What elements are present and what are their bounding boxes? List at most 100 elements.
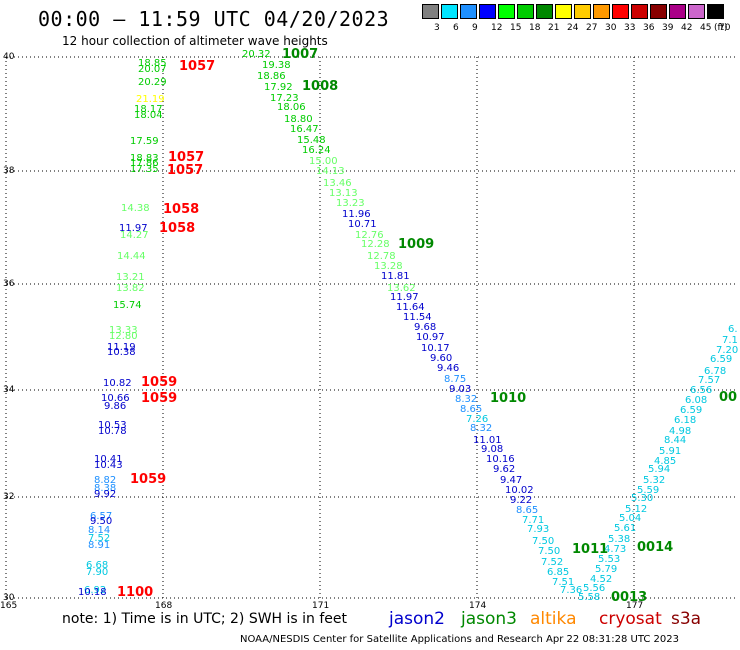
wave-height-reading: 5.59 <box>637 485 660 496</box>
wave-height-reading: 10.41 <box>94 454 123 465</box>
wave-height-reading: 12.28 <box>361 239 390 250</box>
wave-height-reading: 18.85 <box>138 58 167 69</box>
wave-height-reading: 5.58 <box>578 592 601 603</box>
wave-height-reading: 9.62 <box>493 464 516 475</box>
colorbar-swatch <box>460 4 477 19</box>
wave-height-reading: 11.96 <box>342 209 371 220</box>
longitude-tick-label: 171 <box>312 601 330 611</box>
footer-credit: NOAA/NESDIS Center for Satellite Applica… <box>240 634 679 645</box>
colorbar-swatch <box>612 4 629 19</box>
wave-height-reading: 8.32 <box>470 423 493 434</box>
wave-height-reading: 9.50 <box>90 516 113 527</box>
wave-height-reading: 5.79 <box>595 564 618 575</box>
wave-height-reading: 18.04 <box>134 110 163 121</box>
pass-number-label: 1057 <box>179 59 216 74</box>
latitude-tick-label: 30 <box>3 593 15 603</box>
latitude-tick-label: 38 <box>3 166 15 176</box>
wave-height-reading: 6.08 <box>685 395 708 406</box>
wave-height-reading: 4.98 <box>669 426 692 437</box>
wave-height-reading: 10.02 <box>505 485 534 496</box>
pass-number-label: 1058 <box>159 221 196 236</box>
colorbar-label: 3 <box>434 23 440 33</box>
wave-height-reading: 17.59 <box>130 136 159 147</box>
colorbar-label: 24 <box>567 23 579 33</box>
wave-height-reading: 8.38 <box>94 483 117 494</box>
wave-height-reading: 6.18 <box>674 415 697 426</box>
wave-height-reading: 18.80 <box>284 114 313 125</box>
pass-number-label: 00 <box>719 390 738 405</box>
wave-height-reading: 10.97 <box>416 332 445 343</box>
wave-height-reading: 6.85 <box>547 567 570 578</box>
pass-number-label: 1011 <box>572 542 609 557</box>
wave-height-reading: 15.00 <box>309 156 338 167</box>
wave-height-reading: 7.51 <box>552 577 575 588</box>
wave-height-reading: 5.30 <box>631 493 654 504</box>
wave-height-reading: 13.62 <box>387 283 416 294</box>
pass-number-label: 0013 <box>611 590 648 605</box>
colorbar-swatch <box>479 4 496 19</box>
wave-height-reading: 5.91 <box>659 446 682 457</box>
wave-height-reading: 4.52 <box>590 574 613 585</box>
wave-height-reading: 7.20 <box>716 345 739 356</box>
wave-height-reading: 6.56 <box>690 385 713 396</box>
longitude-tick-label: 174 <box>469 601 487 611</box>
wave-height-reading: 8.65 <box>516 505 539 516</box>
wave-height-reading: 19.38 <box>262 60 291 71</box>
wave-height-reading: 10.43 <box>94 460 123 471</box>
colorbar-swatch <box>441 4 458 19</box>
pass-number-label: 1010 <box>490 391 527 406</box>
wave-height-reading: 7.57 <box>698 375 721 386</box>
wave-height-reading: 17.86 <box>130 158 159 169</box>
latitude-tick-label: 40 <box>3 52 15 62</box>
latitude-tick-label: 34 <box>3 385 15 395</box>
wave-height-reading: 15.74 <box>113 300 142 311</box>
wave-height-reading: 9.22 <box>510 495 533 506</box>
wave-height-reading: 10.18 <box>78 587 107 598</box>
wave-height-reading: 6.78 <box>704 366 727 377</box>
pass-number-label: 1059 <box>141 391 178 406</box>
latitude-tick-label: 36 <box>3 279 15 289</box>
wave-height-reading: 13.46 <box>323 178 352 189</box>
wave-height-reading: 10.38 <box>107 347 136 358</box>
wave-height-reading: 6.57 <box>90 511 113 522</box>
pass-number-label: 1009 <box>398 237 435 252</box>
wave-height-reading: 9.47 <box>500 475 523 486</box>
colorbar-swatch <box>555 4 572 19</box>
wave-height-reading: 8.82 <box>94 475 117 486</box>
legend-item-jason2: jason2 <box>389 609 445 629</box>
wave-height-reading: 17.92 <box>264 82 293 93</box>
wave-height-reading: 9.08 <box>481 444 504 455</box>
colorbar-swatch <box>631 4 648 19</box>
colorbar-label: 39 <box>662 23 674 33</box>
colorbar-label: 42 <box>681 23 693 33</box>
legend-item-altika: altika <box>530 609 577 629</box>
pass-number-label: 1100 <box>117 585 154 600</box>
pass-number-label: 1008 <box>302 79 339 94</box>
wave-height-reading: 6.59 <box>710 354 733 365</box>
wave-height-reading: 6.59 <box>680 405 703 416</box>
wave-height-reading: 11.97 <box>119 223 148 234</box>
colorbar-swatch <box>593 4 610 19</box>
colorbar-swatch <box>498 4 515 19</box>
legend-item-jason3: jason3 <box>461 609 517 629</box>
colorbar-label: 70 <box>719 23 731 33</box>
wave-height-reading: 5.04 <box>619 513 642 524</box>
pass-number-label: 1059 <box>141 375 178 390</box>
colorbar-label: 6 <box>453 23 459 33</box>
wave-height-reading: 13.82 <box>116 283 145 294</box>
wave-height-reading: 7.36 <box>560 585 583 596</box>
wave-height-reading: 5.56 <box>583 583 606 594</box>
wave-height-reading: 9.86 <box>104 401 127 412</box>
wave-height-reading: 10.71 <box>348 219 377 230</box>
wave-height-reading: 8.44 <box>664 435 687 446</box>
wave-height-reading: 8.14 <box>88 525 111 536</box>
pass-number-label: 1059 <box>130 472 167 487</box>
wave-height-reading: 7.71 <box>522 515 545 526</box>
wave-height-reading: 7.50 <box>532 536 555 547</box>
colorbar-label: 15 <box>510 23 522 33</box>
wave-height-reading: 8.91 <box>88 540 111 551</box>
wave-height-reading: 6.92 <box>84 585 107 596</box>
wave-height-reading: 6. <box>728 324 738 335</box>
wave-height-reading: 11.81 <box>381 271 410 282</box>
colorbar-swatch <box>536 4 553 19</box>
